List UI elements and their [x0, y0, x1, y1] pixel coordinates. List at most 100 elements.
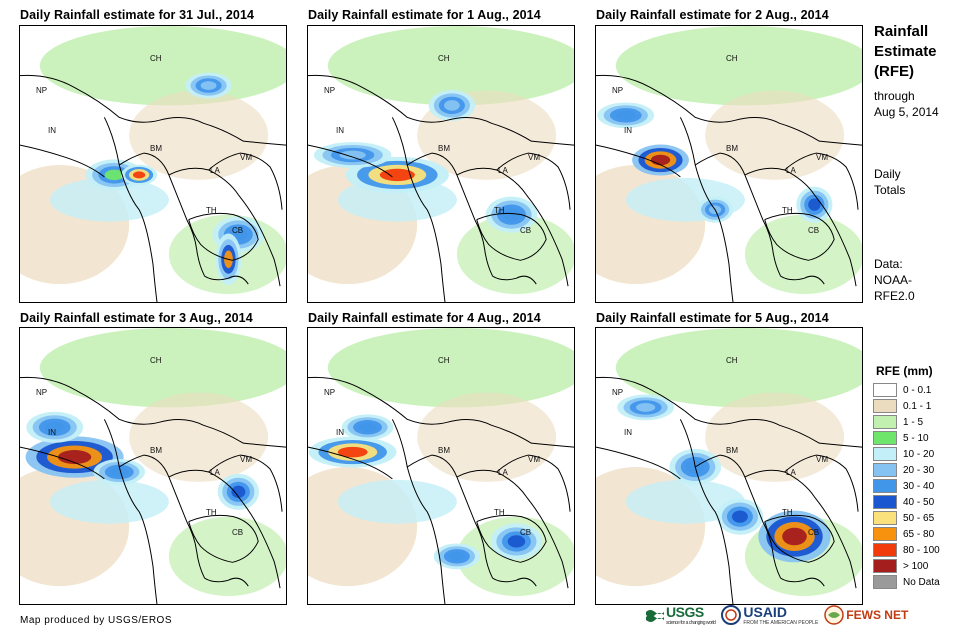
usaid-logo: USAID FROM THE AMERICAN PEOPLE	[721, 604, 818, 626]
panel-title-6: Daily Rainfall estimate for 5 Aug., 2014	[596, 311, 829, 325]
country-label-cb: CB	[232, 528, 244, 537]
country-label-th: TH	[206, 206, 217, 215]
rainfall-field	[596, 26, 862, 302]
country-label-ch: CH	[150, 54, 162, 63]
legend-swatch	[873, 463, 897, 477]
legend-swatch	[873, 383, 897, 397]
legend-swatch	[873, 559, 897, 573]
legend: 0 - 0.1 0.1 - 1 1 - 5 5 - 10 10 - 20 20 - 30 3…	[873, 382, 940, 590]
legend-label: 50 - 65	[903, 512, 935, 524]
country-label-cb: CB	[520, 528, 532, 537]
country-label-th: TH	[782, 508, 793, 517]
country-label-cb: CB	[808, 528, 820, 537]
legend-item: 20 - 30	[873, 462, 940, 478]
fews-net-globe-icon	[824, 605, 845, 625]
legend-label: 40 - 50	[903, 496, 935, 508]
legend-swatch	[873, 479, 897, 493]
legend-label: 5 - 10	[903, 432, 929, 444]
country-label-vm: VM	[240, 455, 252, 464]
usgs-logo: USGS science for a changing world	[646, 604, 716, 626]
legend-swatch	[873, 511, 897, 525]
legend-swatch	[873, 495, 897, 509]
legend-label: > 100	[903, 560, 929, 572]
legend-label: 30 - 40	[903, 480, 935, 492]
legend-swatch	[873, 527, 897, 541]
legend-label: 10 - 20	[903, 448, 935, 460]
legend-title: RFE (mm)	[876, 364, 933, 378]
country-label-th: TH	[494, 508, 505, 517]
legend-swatch	[873, 399, 897, 413]
country-label-np: NP	[36, 86, 48, 95]
rainfall-field	[20, 26, 286, 302]
country-label-cb: CB	[520, 226, 532, 235]
rainfall-map-6: CH NP IN BM LA VM TH CB	[595, 327, 863, 605]
country-label-in: IN	[624, 428, 632, 437]
country-label-th: TH	[782, 206, 793, 215]
legend-label: 80 - 100	[903, 544, 940, 556]
country-label-la: LA	[210, 166, 220, 175]
legend-item: 30 - 40	[873, 478, 940, 494]
country-label-la: LA	[786, 468, 796, 477]
legend-item: 1 - 5	[873, 414, 940, 430]
panel-title-5: Daily Rainfall estimate for 4 Aug., 2014	[308, 311, 541, 325]
usgs-wave-icon	[646, 610, 664, 622]
legend-label: 1 - 5	[903, 416, 924, 428]
rainfall-field	[20, 328, 286, 604]
map-credit: Map produced by USGS/EROS	[20, 615, 173, 626]
country-label-la: LA	[210, 468, 220, 477]
country-label-np: NP	[36, 388, 48, 397]
legend-item: 65 - 80	[873, 526, 940, 542]
rainfall-map-5: CH NP IN BM LA VM TH CB	[307, 327, 575, 605]
country-label-bm: BM	[726, 144, 738, 153]
country-label-np: NP	[324, 86, 336, 95]
country-label-bm: BM	[438, 144, 450, 153]
sidebar-through-date: through Aug 5, 2014	[874, 89, 939, 119]
country-label-vm: VM	[528, 153, 540, 162]
sidebar-data-source: Data: NOAA- RFE2.0	[874, 257, 915, 303]
sidebar-totals: Daily Totals	[874, 167, 906, 197]
country-label-bm: BM	[150, 144, 162, 153]
legend-item: No Data	[873, 574, 940, 590]
legend-label: No Data	[903, 576, 940, 588]
country-label-ch: CH	[150, 356, 162, 365]
country-label-in: IN	[48, 428, 56, 437]
country-label-vm: VM	[240, 153, 252, 162]
country-label-ch: CH	[438, 54, 450, 63]
country-label-vm: VM	[816, 153, 828, 162]
country-label-th: TH	[206, 508, 217, 517]
country-label-cb: CB	[232, 226, 244, 235]
usaid-seal-icon	[721, 605, 742, 625]
legend-item: 5 - 10	[873, 430, 940, 446]
legend-item: 80 - 100	[873, 542, 940, 558]
fews-net-logo: FEWS NET	[824, 605, 908, 625]
rainfall-field	[308, 328, 574, 604]
country-label-la: LA	[498, 468, 508, 477]
legend-item: 50 - 65	[873, 510, 940, 526]
country-label-la: LA	[786, 166, 796, 175]
legend-label: 20 - 30	[903, 464, 935, 476]
country-label-in: IN	[336, 126, 344, 135]
legend-swatch	[873, 575, 897, 589]
country-label-bm: BM	[150, 446, 162, 455]
panel-title-4: Daily Rainfall estimate for 3 Aug., 2014	[20, 311, 253, 325]
panel-title-2: Daily Rainfall estimate for 1 Aug., 2014	[308, 8, 541, 22]
legend-item: 40 - 50	[873, 494, 940, 510]
rainfall-map-2: CH NP IN BM LA VM TH CB	[307, 25, 575, 303]
rainfall-map-4: CH NP IN BM LA VM TH CB	[19, 327, 287, 605]
country-label-th: TH	[494, 206, 505, 215]
legend-label: 65 - 80	[903, 528, 935, 540]
country-label-in: IN	[48, 126, 56, 135]
legend-swatch	[873, 447, 897, 461]
panel-title-1: Daily Rainfall estimate for 31 Jul., 201…	[20, 8, 255, 22]
country-label-bm: BM	[438, 446, 450, 455]
legend-swatch	[873, 431, 897, 445]
country-label-in: IN	[336, 428, 344, 437]
sidebar-title: Rainfall Estimate (RFE)	[874, 23, 937, 80]
legend-item: > 100	[873, 558, 940, 574]
country-label-ch: CH	[726, 54, 738, 63]
country-label-np: NP	[612, 388, 624, 397]
country-label-vm: VM	[816, 455, 828, 464]
rainfall-field	[308, 26, 574, 302]
panel-title-3: Daily Rainfall estimate for 2 Aug., 2014	[596, 8, 829, 22]
rainfall-map-1: CH NP IN BM LA VM TH CB	[19, 25, 287, 303]
